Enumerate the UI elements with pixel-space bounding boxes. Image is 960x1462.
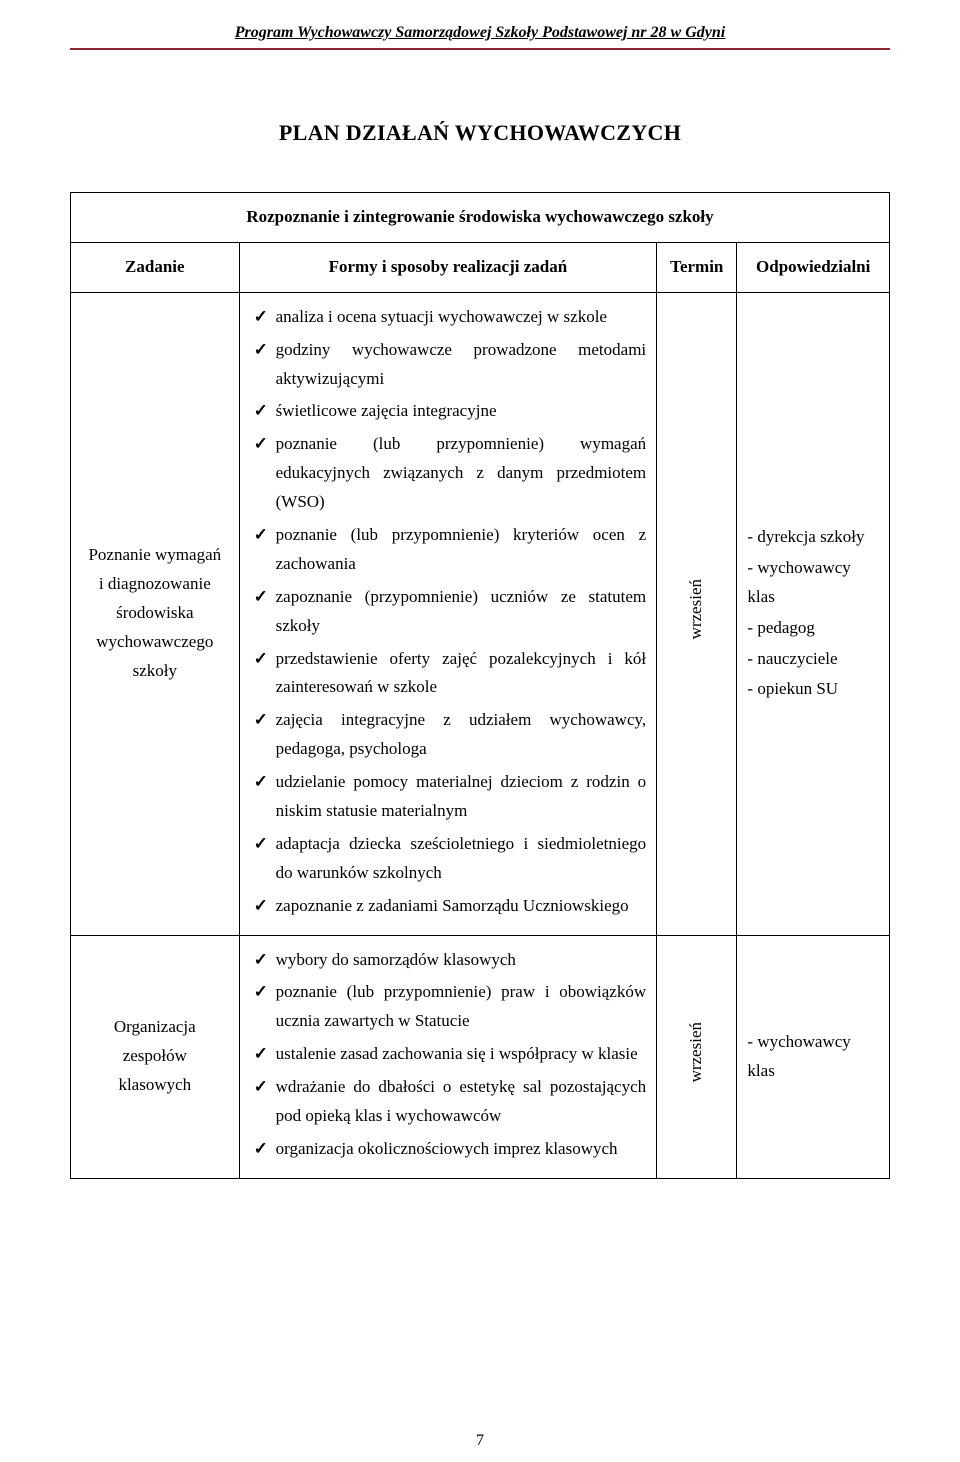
forms-list: analiza i ocena sytuacji wychowawczej w … bbox=[250, 303, 647, 921]
list-item: wybory do samorządów klasowych bbox=[250, 946, 647, 975]
forms-list: wybory do samorządów klasowych poznanie … bbox=[250, 946, 647, 1164]
task-line: środowiska bbox=[81, 599, 229, 628]
list-item: świetlicowe zajęcia integracyjne bbox=[250, 397, 647, 426]
responsible-cell: - dyrekcja szkoły - wychowawcy klas - pe… bbox=[737, 292, 890, 935]
responsible-list: - dyrekcja szkoły - wychowawcy klas - pe… bbox=[747, 523, 879, 704]
responsible-item: - opiekun SU bbox=[747, 675, 879, 704]
list-item: analiza i ocena sytuacji wychowawczej w … bbox=[250, 303, 647, 332]
col-forms: Formy i sposoby realizacji zadań bbox=[239, 242, 657, 292]
term-text: wrzesień bbox=[682, 579, 711, 639]
responsible-item: - nauczyciele bbox=[747, 645, 879, 674]
list-item: wdrażanie do dbałości o estetykę sal poz… bbox=[250, 1073, 647, 1131]
forms-cell: wybory do samorządów klasowych poznanie … bbox=[239, 935, 657, 1178]
task-line: Poznanie wymagań bbox=[81, 541, 229, 570]
col-term: Termin bbox=[657, 242, 737, 292]
responsible-item: - wychowawcy klas bbox=[747, 554, 879, 612]
responsible-item: - pedagog bbox=[747, 614, 879, 643]
responsible-cell: - wychowawcy klas bbox=[737, 935, 890, 1178]
task-line: wychowawczego szkoły bbox=[81, 628, 229, 686]
list-item: zapoznanie z zadaniami Samorządu Uczniow… bbox=[250, 892, 647, 921]
column-header-row: Zadanie Formy i sposoby realizacji zadań… bbox=[71, 242, 890, 292]
list-item: zajęcia integracyjne z udziałem wychowaw… bbox=[250, 706, 647, 764]
list-item: organizacja okolicznościowych imprez kla… bbox=[250, 1135, 647, 1164]
list-item: adaptacja dziecka sześcioletniego i sied… bbox=[250, 830, 647, 888]
term-text: wrzesień bbox=[682, 1022, 711, 1082]
list-item: poznanie (lub przypomnienie) praw i obow… bbox=[250, 978, 647, 1036]
list-item: godziny wychowawcze prowadzone metodami … bbox=[250, 336, 647, 394]
responsible-item: - wychowawcy klas bbox=[747, 1028, 879, 1086]
table-row: Poznanie wymagań i diagnozowanie środowi… bbox=[71, 292, 890, 935]
responsible-list: - wychowawcy klas bbox=[747, 1028, 879, 1086]
term-cell: wrzesień bbox=[657, 935, 737, 1178]
page: Program Wychowawczy Samorządowej Szkoły … bbox=[0, 0, 960, 1462]
col-responsible: Odpowiedzialni bbox=[737, 242, 890, 292]
page-number: 7 bbox=[0, 1432, 960, 1450]
list-item: poznanie (lub przypomnienie) kryteriów o… bbox=[250, 521, 647, 579]
term-cell: wrzesień bbox=[657, 292, 737, 935]
list-item: poznanie (lub przypomnienie) wymagań edu… bbox=[250, 430, 647, 517]
header-rule bbox=[70, 48, 890, 50]
table-row: Organizacja zespołów klasowych wybory do… bbox=[71, 935, 890, 1178]
list-item: zapoznanie (przypomnienie) uczniów ze st… bbox=[250, 583, 647, 641]
list-item: ustalenie zasad zachowania się i współpr… bbox=[250, 1040, 647, 1069]
task-line: Organizacja zespołów bbox=[81, 1013, 229, 1071]
section-title: Rozpoznanie i zintegrowanie środowiska w… bbox=[71, 193, 890, 243]
col-task: Zadanie bbox=[71, 242, 240, 292]
plan-table: Rozpoznanie i zintegrowanie środowiska w… bbox=[70, 192, 890, 1179]
task-cell: Poznanie wymagań i diagnozowanie środowi… bbox=[71, 292, 240, 935]
responsible-item: - dyrekcja szkoły bbox=[747, 523, 879, 552]
task-line: i diagnozowanie bbox=[81, 570, 229, 599]
section-title-row: Rozpoznanie i zintegrowanie środowiska w… bbox=[71, 193, 890, 243]
task-line: klasowych bbox=[81, 1071, 229, 1100]
list-item: udzielanie pomocy materialnej dzieciom z… bbox=[250, 768, 647, 826]
forms-cell: analiza i ocena sytuacji wychowawczej w … bbox=[239, 292, 657, 935]
list-item: przedstawienie oferty zajęć pozalekcyjny… bbox=[250, 645, 647, 703]
page-title: PLAN DZIAŁAŃ WYCHOWAWCZYCH bbox=[70, 120, 890, 146]
running-header: Program Wychowawczy Samorządowej Szkoły … bbox=[70, 24, 890, 44]
task-cell: Organizacja zespołów klasowych bbox=[71, 935, 240, 1178]
